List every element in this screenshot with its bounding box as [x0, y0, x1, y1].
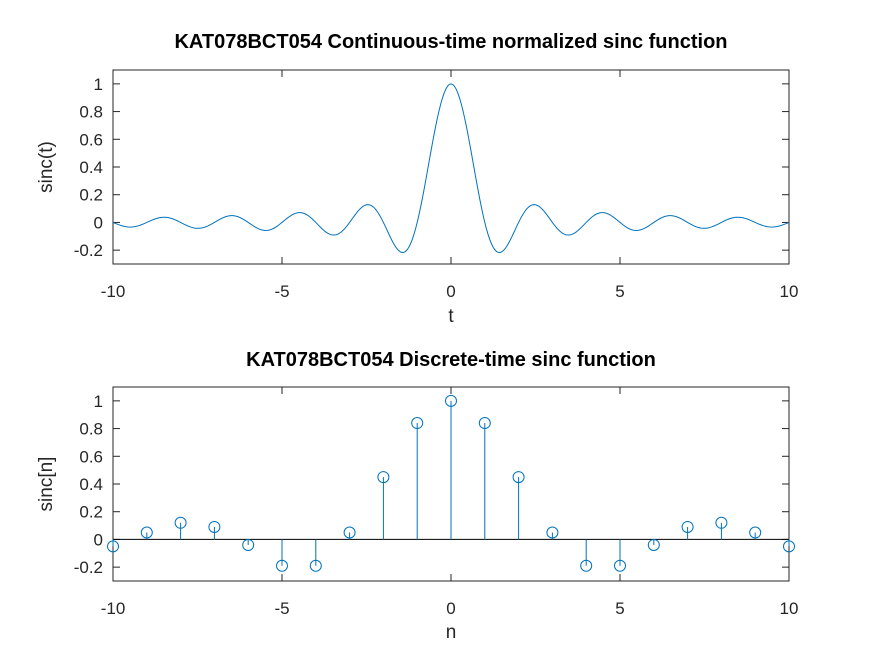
- stem-marker: [309, 559, 322, 572]
- axes-box: [112, 69, 790, 265]
- x-axis-label: n: [446, 622, 457, 643]
- stem-marker: [647, 538, 660, 551]
- stem-marker: [208, 520, 221, 533]
- axis-ticks: -10 -5 0 5 10 -0.2 0 0.2 0.4 0.6 0.8 1: [74, 387, 799, 618]
- axis-ticks: -10 -5 0 5 10 -0.2 0 0.2 0.4 0.6 0.8 1: [74, 70, 799, 301]
- y-tick-label: 0.2: [79, 503, 103, 522]
- plot-title: KAT078BCT054 Continuous-time normalized …: [174, 31, 727, 53]
- stem-marker: [411, 417, 424, 430]
- y-axis-label: sinc[n]: [36, 457, 57, 512]
- y-tick-label: 0.4: [79, 475, 103, 494]
- x-tick-label: 10: [780, 282, 799, 301]
- continuous-sinc-plot: KAT078BCT054 Continuous-time normalized …: [36, 31, 798, 327]
- stem-marker: [749, 526, 762, 539]
- x-tick-label: 10: [780, 599, 799, 618]
- y-tick-label: -0.2: [74, 241, 103, 260]
- x-tick-label: 5: [615, 599, 624, 618]
- y-tick-label: 0.6: [79, 447, 103, 466]
- y-tick-label: 0: [94, 530, 103, 549]
- stem-marker: [174, 516, 187, 529]
- x-tick-label: -10: [101, 599, 126, 618]
- y-tick-label: 0.2: [79, 186, 103, 205]
- stem-marker: [614, 559, 626, 572]
- stem-marker: [546, 526, 559, 539]
- stem-marker: [276, 559, 288, 572]
- sinc-line: [112, 83, 790, 253]
- stem-marker: [377, 471, 390, 484]
- stem-group: [107, 394, 795, 572]
- y-tick-label: 1: [94, 392, 103, 411]
- y-axis-label: sinc(t): [36, 141, 57, 193]
- y-tick-label: -0.2: [74, 558, 103, 577]
- stem-marker: [107, 540, 119, 553]
- stem-marker: [580, 559, 593, 572]
- y-tick-label: 1: [94, 75, 103, 94]
- stem-marker: [242, 538, 255, 551]
- stem-marker: [783, 540, 795, 553]
- x-tick-label: 5: [615, 282, 624, 301]
- x-tick-label: -5: [274, 599, 289, 618]
- discrete-sinc-plot: KAT078BCT054 Discrete-time sinc function…: [36, 349, 798, 643]
- stem-marker: [512, 471, 525, 484]
- stem-marker: [140, 526, 153, 539]
- x-tick-label: -10: [101, 282, 126, 301]
- stem-marker: [478, 417, 491, 430]
- plot-title: KAT078BCT054 Discrete-time sinc function: [246, 349, 656, 371]
- stem-marker: [681, 520, 694, 533]
- stem-marker: [343, 526, 356, 539]
- x-tick-label: -5: [274, 282, 289, 301]
- x-axis-label: t: [448, 306, 454, 327]
- y-tick-label: 0.6: [79, 130, 103, 149]
- x-tick-label: 0: [446, 282, 455, 301]
- y-tick-label: 0: [94, 213, 103, 232]
- y-tick-label: 0.4: [79, 158, 103, 177]
- y-tick-label: 0.8: [79, 103, 103, 122]
- stem-marker: [445, 394, 457, 407]
- stem-marker: [715, 516, 728, 529]
- x-tick-label: 0: [446, 599, 455, 618]
- y-tick-label: 0.8: [79, 420, 103, 439]
- series-line-group: [112, 83, 790, 253]
